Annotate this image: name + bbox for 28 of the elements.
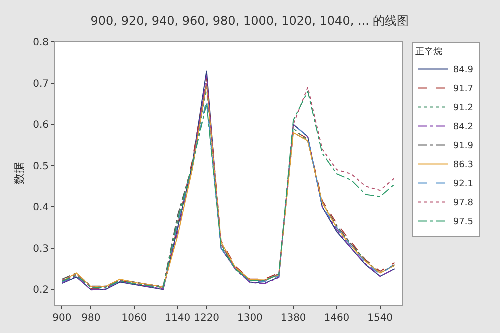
y-tick-label: 0.4 bbox=[33, 202, 49, 214]
x-tick-label: 1220 bbox=[194, 313, 220, 324]
legend-label: 91.9 bbox=[453, 142, 474, 152]
y-tick-label: 0.8 bbox=[33, 38, 49, 48]
legend-label: 84.9 bbox=[453, 66, 474, 76]
y-tick-label: 0.5 bbox=[33, 161, 49, 172]
legend-label: 97.5 bbox=[453, 218, 474, 228]
legend-label: 86.3 bbox=[453, 160, 474, 171]
legend-label: 84.2 bbox=[453, 122, 474, 133]
x-tick-label: 900 bbox=[52, 313, 72, 324]
x-tick-label: 1380 bbox=[280, 313, 306, 324]
x-tick-label: 1300 bbox=[237, 313, 263, 324]
x-tick-label: 1060 bbox=[122, 313, 148, 324]
y-axis-title: 数据 bbox=[13, 162, 26, 184]
x-tick-label: 980 bbox=[82, 313, 101, 324]
y-tick-label: 0.2 bbox=[33, 285, 49, 296]
x-tick-label: 1460 bbox=[324, 313, 350, 324]
x-tick-label: 1140 bbox=[165, 313, 191, 324]
x-tick-label: 1540 bbox=[368, 313, 394, 324]
chart-title: 900, 920, 940, 960, 980, 1000, 1020, 1040, ... 的线图 bbox=[90, 14, 410, 28]
y-tick-label: 0.3 bbox=[33, 244, 49, 255]
y-tick-label: 0.6 bbox=[33, 120, 49, 132]
legend-label: 91.2 bbox=[453, 104, 474, 114]
legend-title: 正辛烷 bbox=[415, 46, 442, 58]
legend-label: 91.7 bbox=[453, 84, 474, 95]
legend-label: 97.8 bbox=[453, 198, 474, 209]
legend-label: 92.1 bbox=[453, 180, 474, 190]
y-tick-label: 0.7 bbox=[33, 78, 49, 90]
